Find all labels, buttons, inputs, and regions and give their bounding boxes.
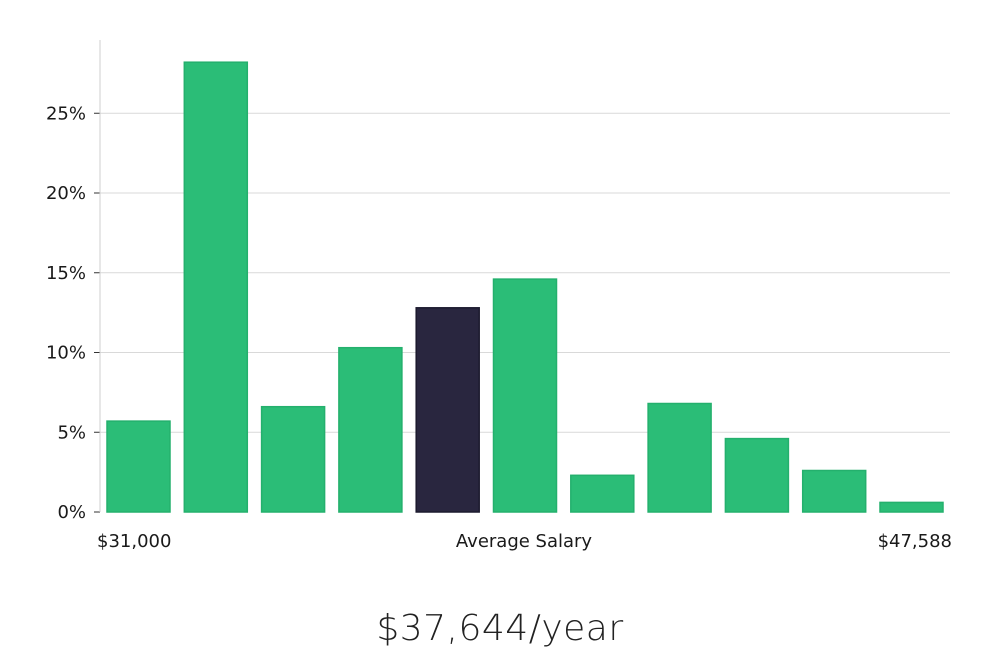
average-salary-value: $37,644/year bbox=[376, 608, 624, 649]
bar bbox=[260, 405, 326, 513]
x-min-label: $31,000 bbox=[97, 531, 171, 552]
y-tick-label: 15% bbox=[46, 263, 86, 284]
bars bbox=[106, 61, 944, 513]
x-max-label: $47,588 bbox=[878, 531, 952, 552]
y-tick-label: 10% bbox=[46, 343, 86, 364]
bar bbox=[570, 474, 635, 513]
y-tick-label: 20% bbox=[46, 183, 86, 204]
y-tick-label: 25% bbox=[46, 103, 86, 124]
y-axis-ticks: 0% 5% 10% 15% 20% 25% bbox=[46, 103, 100, 523]
bar bbox=[492, 278, 558, 513]
bar bbox=[183, 61, 249, 513]
y-tick-label: 0% bbox=[57, 502, 86, 523]
bar bbox=[647, 402, 712, 513]
salary-histogram: 0%5%10%15%20%25% $31,000 Average Salary … bbox=[46, 40, 952, 552]
bar bbox=[801, 469, 867, 513]
bar bbox=[106, 420, 171, 513]
bar bbox=[338, 346, 403, 513]
x-center-label: Average Salary bbox=[456, 531, 593, 552]
bar bbox=[879, 501, 944, 513]
y-tick-label: 5% bbox=[57, 422, 86, 443]
bar-average-salary bbox=[415, 307, 480, 513]
bar bbox=[724, 437, 790, 513]
